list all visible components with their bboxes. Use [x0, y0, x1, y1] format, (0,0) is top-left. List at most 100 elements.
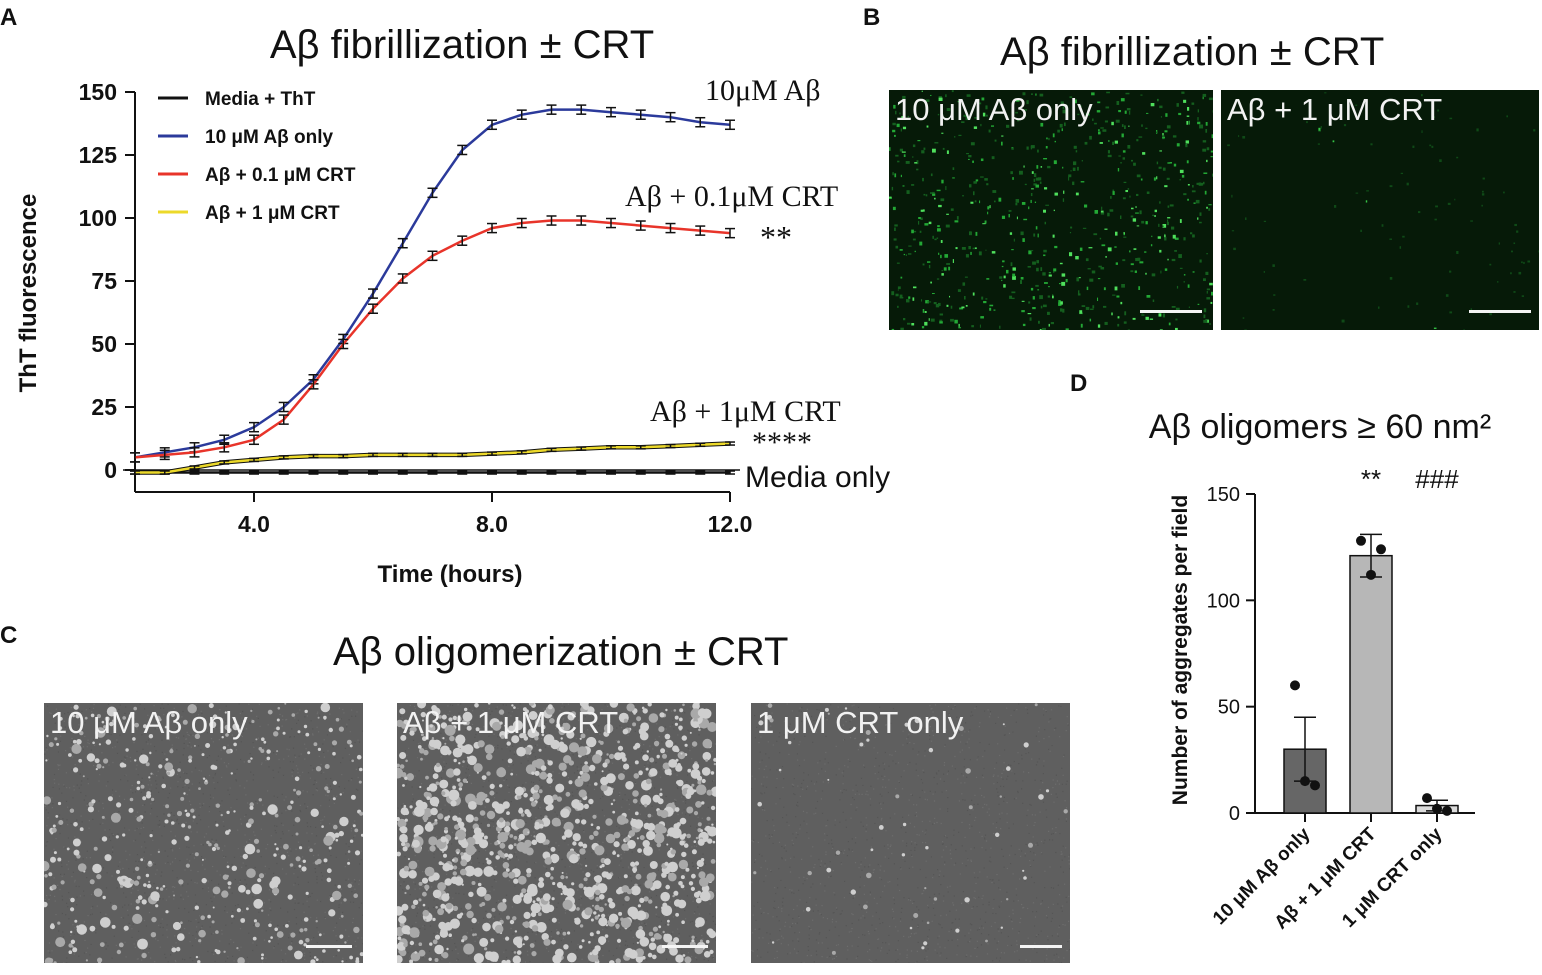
x-tick-label: 8.0	[476, 511, 508, 537]
noise	[210, 798, 212, 800]
noise	[672, 916, 674, 918]
noise	[446, 873, 448, 875]
speckle	[1101, 244, 1106, 247]
particle	[192, 815, 196, 819]
particle	[600, 784, 608, 792]
noise	[159, 926, 161, 928]
noise	[643, 744, 645, 746]
speckle	[1030, 145, 1033, 150]
noise	[401, 717, 403, 719]
y-tick-label: 150	[79, 79, 117, 105]
noise	[691, 846, 693, 848]
speckle	[1245, 217, 1247, 220]
speckle	[897, 305, 899, 308]
noise	[131, 936, 133, 938]
noise	[158, 791, 160, 793]
noise	[508, 712, 510, 714]
noise	[156, 712, 158, 714]
particle	[60, 880, 65, 885]
noise	[714, 890, 716, 892]
speckle	[1187, 198, 1189, 201]
noise	[163, 707, 165, 709]
noise	[83, 952, 85, 954]
speckle	[1060, 301, 1063, 305]
noise	[336, 922, 338, 924]
noise	[665, 728, 667, 730]
noise	[111, 794, 113, 796]
speckle	[1037, 149, 1039, 153]
noise	[282, 774, 285, 776]
speckle	[1048, 272, 1052, 274]
speckle	[943, 267, 947, 271]
noise	[318, 865, 320, 867]
particle	[506, 811, 510, 815]
speckle	[944, 254, 949, 258]
particle	[664, 768, 672, 776]
speckle	[930, 318, 935, 322]
noise	[503, 779, 505, 782]
noise	[702, 938, 704, 940]
noise	[339, 962, 342, 963]
speckle	[1124, 110, 1127, 114]
noise	[499, 736, 501, 738]
noise	[155, 873, 157, 875]
speckle	[964, 296, 966, 300]
noise	[170, 954, 172, 956]
noise	[714, 810, 716, 812]
noise	[675, 861, 677, 864]
speckle	[973, 126, 978, 129]
noise	[577, 863, 579, 865]
particle	[605, 924, 609, 927]
particle	[601, 916, 605, 919]
noise	[118, 795, 121, 797]
noise	[142, 748, 144, 750]
noise	[472, 710, 474, 712]
speckle	[912, 297, 915, 301]
particle	[261, 909, 264, 912]
noise	[397, 807, 399, 809]
noise	[503, 777, 505, 779]
fluorescence-image-abeta-crt: Aβ + 1 μM CRT	[1221, 90, 1539, 330]
noise	[584, 858, 586, 860]
noise	[231, 734, 233, 736]
noise	[152, 839, 154, 841]
noise	[415, 944, 417, 946]
y-tick-label: 0	[104, 457, 117, 483]
noise	[168, 711, 170, 713]
noise	[197, 922, 199, 924]
noise	[228, 793, 231, 796]
noise	[488, 708, 490, 710]
noise	[300, 844, 302, 846]
particle	[546, 777, 553, 784]
noise	[474, 940, 476, 942]
speckle	[1185, 140, 1189, 144]
particle	[453, 865, 458, 870]
noise	[596, 829, 598, 831]
noise	[354, 835, 356, 837]
noise	[306, 715, 308, 717]
noise	[701, 934, 703, 937]
noise	[623, 778, 626, 780]
speckle	[1043, 209, 1047, 213]
noise	[119, 868, 121, 870]
noise	[543, 732, 545, 734]
speckle	[913, 286, 917, 289]
noise	[289, 736, 291, 738]
noise	[162, 777, 164, 779]
noise	[566, 712, 568, 714]
speckle	[1047, 311, 1050, 315]
speckle	[1497, 281, 1499, 283]
noise	[681, 796, 683, 798]
noise	[222, 821, 224, 823]
particle	[468, 891, 474, 897]
noise	[520, 872, 522, 874]
noise	[638, 923, 640, 925]
noise	[502, 704, 504, 706]
noise	[611, 785, 613, 787]
speckle	[1192, 234, 1195, 238]
speckle	[938, 97, 943, 101]
noise	[193, 909, 195, 911]
noise	[455, 946, 457, 948]
noise	[514, 885, 516, 887]
noise	[458, 774, 460, 776]
